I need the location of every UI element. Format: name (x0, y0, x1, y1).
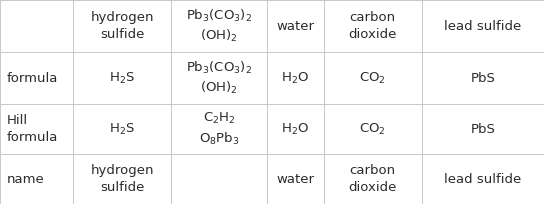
Text: H$_2$O: H$_2$O (281, 121, 309, 137)
Text: H$_2$S: H$_2$S (109, 70, 135, 86)
Text: lead sulfide: lead sulfide (444, 20, 522, 32)
Text: lead sulfide: lead sulfide (444, 173, 522, 185)
Text: CO$_2$: CO$_2$ (359, 70, 386, 86)
Text: carbon
dioxide: carbon dioxide (349, 164, 397, 194)
Text: carbon
dioxide: carbon dioxide (349, 11, 397, 41)
Text: water: water (276, 173, 314, 185)
Text: CO$_2$: CO$_2$ (359, 121, 386, 137)
Text: hydrogen
sulfide: hydrogen sulfide (91, 164, 154, 194)
Text: H$_2$O: H$_2$O (281, 70, 309, 86)
Text: Pb$_3$(CO$_3$)$_2$
(OH)$_2$: Pb$_3$(CO$_3$)$_2$ (OH)$_2$ (186, 60, 252, 96)
Text: Pb$_3$(CO$_3$)$_2$
(OH)$_2$: Pb$_3$(CO$_3$)$_2$ (OH)$_2$ (186, 8, 252, 44)
Text: PbS: PbS (471, 72, 495, 84)
Text: PbS: PbS (471, 123, 495, 135)
Text: hydrogen
sulfide: hydrogen sulfide (91, 11, 154, 41)
Text: C$_2$H$_2$
O$_8$Pb$_3$: C$_2$H$_2$ O$_8$Pb$_3$ (199, 111, 239, 147)
Text: formula: formula (7, 72, 58, 84)
Text: H$_2$S: H$_2$S (109, 121, 135, 137)
Text: water: water (276, 20, 314, 32)
Text: Hill
formula: Hill formula (7, 114, 58, 144)
Text: name: name (7, 173, 44, 185)
